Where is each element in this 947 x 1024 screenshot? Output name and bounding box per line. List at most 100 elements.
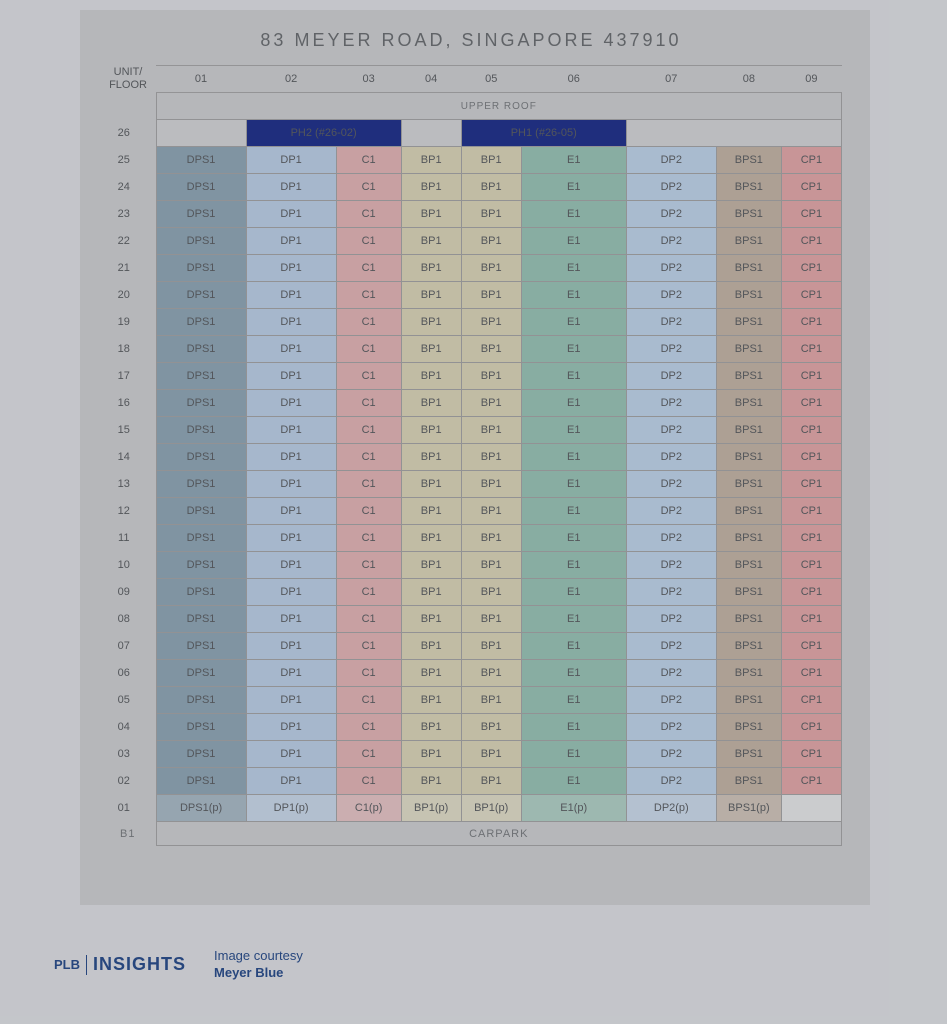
unit-cell-06-09: CP1 <box>781 660 841 687</box>
unit-cell-17-05: BP1 <box>461 363 521 390</box>
unit-cell-06-08: BPS1 <box>716 660 781 687</box>
unit-cell-10-03: C1 <box>336 552 401 579</box>
column-header-04: 04 <box>401 66 461 93</box>
unit-cell-14-09: CP1 <box>781 444 841 471</box>
unit-cell-09-03: C1 <box>336 579 401 606</box>
unit-cell-09-05: BP1 <box>461 579 521 606</box>
unit-cell-19-03: C1 <box>336 309 401 336</box>
floor-label-12: 12 <box>100 498 156 525</box>
b1-label: B1 <box>100 822 156 846</box>
unit-cell-22-02: DP1 <box>246 228 336 255</box>
unit-cell-17-01: DPS1 <box>156 363 246 390</box>
unit-cell-12-02: DP1 <box>246 498 336 525</box>
unit-cell-21-02: DP1 <box>246 255 336 282</box>
unit-cell-05-02: DP1 <box>246 687 336 714</box>
unit-cell-09-07: DP2 <box>626 579 716 606</box>
unit-cell-24-01: DPS1 <box>156 174 246 201</box>
floor-label-11: 11 <box>100 525 156 552</box>
unit-floor-label: UNIT/FLOOR <box>100 66 156 93</box>
unit-cell-20-07: DP2 <box>626 282 716 309</box>
unit-cell-05-01: DPS1 <box>156 687 246 714</box>
unit-cell-12-08: BPS1 <box>716 498 781 525</box>
unit-cell-25-07: DP2 <box>626 147 716 174</box>
unit-cell-06-07: DP2 <box>626 660 716 687</box>
unit-cell-13-08: BPS1 <box>716 471 781 498</box>
unit-cell-19-05: BP1 <box>461 309 521 336</box>
unit-cell-10-01: DPS1 <box>156 552 246 579</box>
unit-cell-19-02: DP1 <box>246 309 336 336</box>
unit-cell-25-04: BP1 <box>401 147 461 174</box>
penthouse-ph2: PH2 (#26-02) <box>246 120 401 147</box>
unit-cell-01-01: DPS1(p) <box>156 795 246 822</box>
unit-cell-18-07: DP2 <box>626 336 716 363</box>
unit-cell-07-05: BP1 <box>461 633 521 660</box>
unit-cell-17-07: DP2 <box>626 363 716 390</box>
unit-cell-02-04: BP1 <box>401 768 461 795</box>
unit-cell-11-07: DP2 <box>626 525 716 552</box>
unit-cell-23-07: DP2 <box>626 201 716 228</box>
unit-cell-09-08: BPS1 <box>716 579 781 606</box>
unit-cell-24-09: CP1 <box>781 174 841 201</box>
unit-cell-21-05: BP1 <box>461 255 521 282</box>
column-header-01: 01 <box>156 66 246 93</box>
unit-cell-16-05: BP1 <box>461 390 521 417</box>
unit-cell-22-01: DPS1 <box>156 228 246 255</box>
unit-cell-13-07: DP2 <box>626 471 716 498</box>
floor-label-06: 06 <box>100 660 156 687</box>
unit-cell-08-07: DP2 <box>626 606 716 633</box>
unit-cell-12-04: BP1 <box>401 498 461 525</box>
unit-cell-25-02: DP1 <box>246 147 336 174</box>
unit-cell-08-02: DP1 <box>246 606 336 633</box>
unit-cell-14-02: DP1 <box>246 444 336 471</box>
unit-cell-24-04: BP1 <box>401 174 461 201</box>
floor-label-16: 16 <box>100 390 156 417</box>
unit-cell-04-04: BP1 <box>401 714 461 741</box>
unit-cell-06-06: E1 <box>521 660 626 687</box>
insights-text: INSIGHTS <box>93 954 186 975</box>
floor-label-18: 18 <box>100 336 156 363</box>
unit-cell-11-08: BPS1 <box>716 525 781 552</box>
unit-cell-16-07: DP2 <box>626 390 716 417</box>
floor-label-03: 03 <box>100 741 156 768</box>
unit-cell-21-06: E1 <box>521 255 626 282</box>
floor-label-17: 17 <box>100 363 156 390</box>
unit-cell-01-07: DP2(p) <box>626 795 716 822</box>
carpark-label: CARPARK <box>156 822 841 846</box>
column-header-07: 07 <box>626 66 716 93</box>
unit-cell-22-04: BP1 <box>401 228 461 255</box>
unit-cell-16-01: DPS1 <box>156 390 246 417</box>
unit-cell-19-04: BP1 <box>401 309 461 336</box>
floor-label-05: 05 <box>100 687 156 714</box>
unit-cell-05-06: E1 <box>521 687 626 714</box>
unit-cell-11-04: BP1 <box>401 525 461 552</box>
stacking-plan-card: 83 MEYER ROAD, SINGAPORE 437910 UNIT/FLO… <box>80 10 870 905</box>
floor-label-01: 01 <box>100 795 156 822</box>
unit-cell-15-03: C1 <box>336 417 401 444</box>
floor-label-02: 02 <box>100 768 156 795</box>
unit-cell-19-08: BPS1 <box>716 309 781 336</box>
unit-cell-17-03: C1 <box>336 363 401 390</box>
unit-cell-25-08: BPS1 <box>716 147 781 174</box>
unit-cell-19-07: DP2 <box>626 309 716 336</box>
unit-cell-19-09: CP1 <box>781 309 841 336</box>
unit-cell-21-01: DPS1 <box>156 255 246 282</box>
unit-cell-02-05: BP1 <box>461 768 521 795</box>
column-header-06: 06 <box>521 66 626 93</box>
unit-cell-17-02: DP1 <box>246 363 336 390</box>
unit-cell-23-03: C1 <box>336 201 401 228</box>
unit-cell-24-08: BPS1 <box>716 174 781 201</box>
unit-cell-05-07: DP2 <box>626 687 716 714</box>
unit-cell-24-03: C1 <box>336 174 401 201</box>
unit-cell-15-02: DP1 <box>246 417 336 444</box>
unit-cell-12-06: E1 <box>521 498 626 525</box>
unit-cell-09-09: CP1 <box>781 579 841 606</box>
unit-cell-19-01: DPS1 <box>156 309 246 336</box>
unit-cell-15-01: DPS1 <box>156 417 246 444</box>
unit-cell-01-03: C1(p) <box>336 795 401 822</box>
ph-blank-04 <box>401 120 461 147</box>
unit-cell-23-02: DP1 <box>246 201 336 228</box>
unit-cell-18-09: CP1 <box>781 336 841 363</box>
unit-cell-02-07: DP2 <box>626 768 716 795</box>
unit-cell-09-04: BP1 <box>401 579 461 606</box>
column-header-05: 05 <box>461 66 521 93</box>
